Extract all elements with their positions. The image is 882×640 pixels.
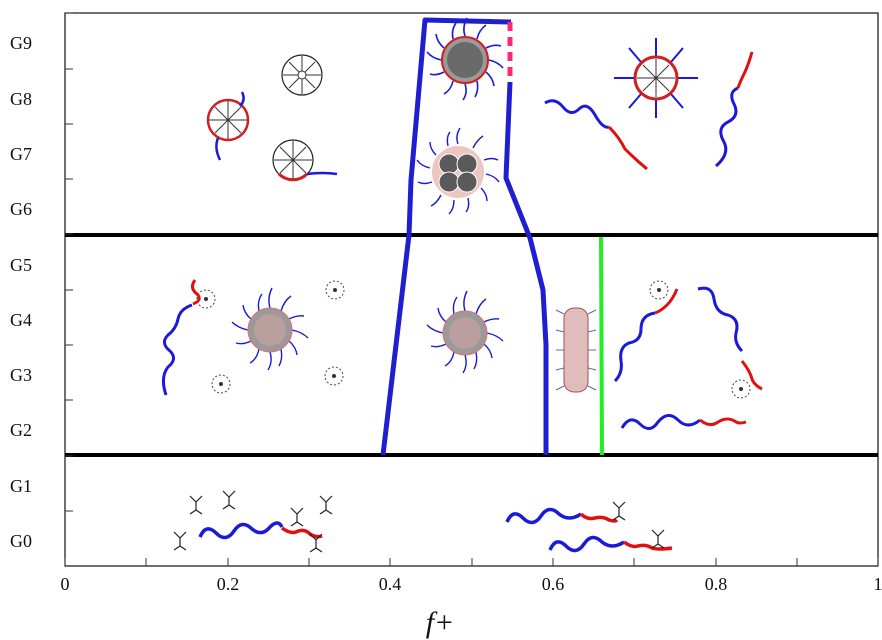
- x-tick-label: 0: [61, 574, 70, 594]
- y-tick-label: G8: [10, 89, 32, 109]
- polymer-chain-icon: [736, 51, 754, 89]
- polymer-chain-icon: [190, 279, 201, 306]
- micelle-icon: [614, 38, 698, 118]
- dendrimer-icon: [649, 280, 669, 300]
- polymer-chain-icon: [613, 311, 656, 383]
- micelle-icon: [426, 17, 504, 101]
- polymer-chain-icon: [161, 303, 193, 396]
- small-molecule-icon: [173, 490, 665, 553]
- dendrimer-icon: [206, 91, 250, 161]
- x-tick-label: 0.8: [705, 574, 728, 594]
- y-tick-label: G6: [10, 199, 32, 219]
- dendrimer-icon: [211, 374, 231, 394]
- phase-boundary-line: [380, 17, 512, 456]
- polymer-chain-icon: [544, 99, 610, 129]
- polymer-chain-icon: [697, 286, 744, 353]
- polymer-chain-icon: [505, 507, 582, 525]
- polymer-chain-icon: [699, 417, 747, 427]
- polymer-chain-icon: [654, 288, 679, 315]
- y-tick-label: G1: [10, 476, 32, 496]
- y-tick-label: G9: [10, 33, 32, 53]
- dendrimer-icon: [325, 280, 345, 300]
- y-tick-label: G2: [10, 420, 32, 440]
- y-tick-label: G4: [10, 310, 32, 330]
- polymer-chain-icon: [280, 526, 323, 539]
- y-tick-label: G3: [10, 365, 32, 385]
- polymer-chain-icon: [620, 414, 701, 430]
- polymer-chain-icon: [548, 535, 625, 553]
- polymer-chain-icon: [198, 521, 284, 540]
- polymer-chain-icon: [714, 86, 739, 168]
- x-ticks: [64, 558, 879, 566]
- x-axis-title: f+: [426, 606, 455, 639]
- green-boundary-line: [599, 236, 604, 456]
- dendrimer-icon: [731, 379, 751, 399]
- micelle-icon: [231, 287, 309, 371]
- polymer-chain-icon: [622, 540, 673, 551]
- micelle-icon: [416, 127, 500, 215]
- polymer-chain-icon: [607, 125, 648, 171]
- polymer-chain-icon: [579, 512, 619, 523]
- dendrimer-icon: [324, 366, 344, 386]
- polymer-chain-icon: [740, 360, 763, 391]
- dendrimer-icon: [196, 289, 216, 309]
- y-tick-label: G5: [10, 255, 32, 275]
- plot-frame: [64, 12, 879, 567]
- dendrimer-icon: [272, 139, 338, 182]
- phase-boundary-line: [503, 81, 549, 455]
- x-tick-label: 0.2: [217, 574, 240, 594]
- micelle-icon: [555, 307, 597, 393]
- x-tick-label: 0.4: [379, 574, 402, 594]
- x-tick-label: 0.6: [542, 574, 565, 594]
- y-ticks: [65, 12, 73, 512]
- x-tick-label: 1: [874, 574, 882, 594]
- y-tick-label: G0: [10, 531, 32, 551]
- dendrimer-icon: [281, 54, 323, 96]
- micelle-icon: [426, 290, 504, 374]
- y-tick-label: G7: [10, 144, 32, 164]
